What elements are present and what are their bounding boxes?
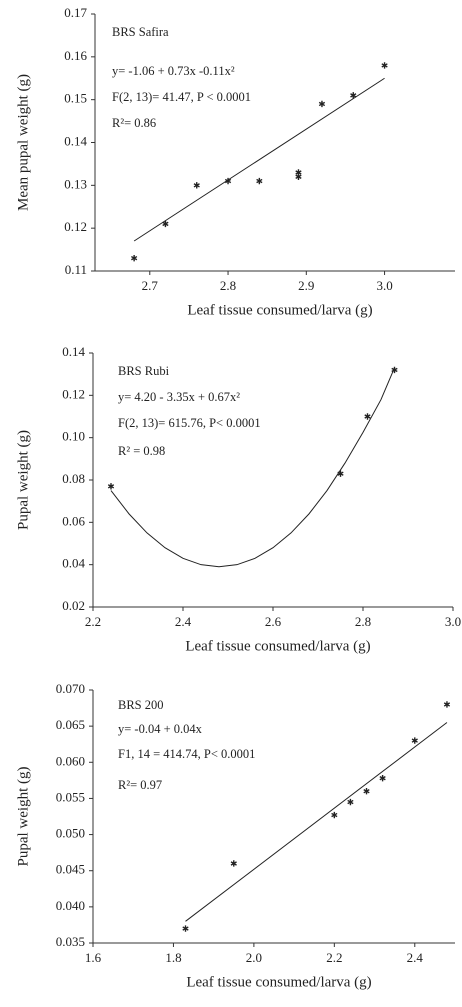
data-point [391, 366, 398, 374]
annotation: R²= 0.97 [118, 778, 162, 792]
data-point [379, 774, 386, 782]
annotation: R²= 0.86 [112, 116, 156, 130]
data-point [193, 182, 200, 189]
y-tick-label: 0.15 [64, 91, 87, 106]
data-point [363, 788, 370, 795]
y-tick-label: 0.055 [56, 789, 85, 804]
x-tick-label: 2.8 [220, 278, 236, 293]
x-tick-label: 3.0 [376, 278, 392, 293]
annotation: y= 4.20 - 3.35x + 0.67x² [118, 390, 240, 404]
data-point [347, 798, 354, 806]
x-tick-label: 2.2 [85, 614, 101, 629]
data-point [411, 737, 418, 744]
y-tick-label: 0.08 [62, 471, 85, 486]
y-tick-label: 0.02 [62, 598, 85, 613]
y-tick-label: 0.11 [65, 262, 87, 277]
data-point [331, 811, 338, 819]
y-tick-label: 0.16 [64, 48, 87, 63]
data-point [364, 413, 371, 420]
annotation: y= -1.06 + 0.73x -0.11x² [112, 64, 235, 78]
y-axis-title: Pupal weight (g) [15, 767, 31, 867]
x-tick-label: 2.6 [265, 614, 282, 629]
fit-line [110, 367, 395, 568]
y-tick-label: 0.040 [56, 898, 85, 913]
data-point [224, 177, 232, 185]
data-point [295, 173, 302, 180]
data-point [256, 177, 263, 185]
x-tick-label: 2.0 [246, 950, 262, 965]
x-tick-label: 2.7 [142, 278, 159, 293]
x-tick-label: 2.4 [175, 614, 192, 629]
data-point [318, 100, 326, 108]
x-tick-label: 2.8 [355, 614, 371, 629]
x-tick-label: 2.9 [298, 278, 314, 293]
y-tick-label: 0.050 [56, 826, 85, 841]
data-point [337, 470, 344, 477]
y-tick-label: 0.06 [62, 513, 85, 528]
data-point [443, 701, 451, 708]
y-tick-label: 0.12 [62, 386, 85, 401]
x-tick-label: 3.0 [445, 614, 461, 629]
fit-line [133, 77, 385, 242]
annotation: F(2, 13)= 615.76, P< 0.0001 [118, 416, 261, 430]
y-tick-label: 0.10 [62, 429, 85, 444]
y-tick-label: 0.14 [64, 133, 87, 148]
annotation: R² = 0.98 [118, 444, 165, 458]
annotation: BRS 200 [118, 698, 164, 712]
fit-line [185, 722, 448, 922]
annotation: F(2, 13)= 41.47, P < 0.0001 [112, 90, 251, 104]
data-point [350, 92, 357, 99]
x-tick-label: 2.4 [407, 950, 424, 965]
data-point [230, 860, 237, 867]
y-tick-label: 0.065 [56, 717, 85, 732]
y-axis-title: Mean pupal weight (g) [15, 74, 31, 211]
data-point [182, 925, 189, 932]
y-tick-label: 0.14 [62, 344, 85, 359]
y-tick-label: 0.12 [64, 219, 87, 234]
y-tick-label: 0.045 [56, 862, 85, 877]
y-tick-label: 0.060 [56, 753, 85, 768]
x-tick-label: 2.2 [326, 950, 342, 965]
data-point [107, 483, 115, 490]
x-axis-title: Leaf tissue consumed/larva (g) [186, 974, 371, 990]
annotation: y= -0.04 + 0.04x [118, 722, 203, 736]
y-tick-label: 0.13 [64, 176, 87, 191]
data-point [162, 220, 169, 228]
y-axis-title: Pupal weight (g) [15, 430, 31, 530]
x-axis-title: Leaf tissue consumed/larva (g) [187, 302, 372, 318]
annotation: BRS Safira [112, 25, 169, 39]
x-tick-label: 1.8 [165, 950, 181, 965]
data-point [381, 62, 388, 69]
data-point [131, 254, 138, 262]
x-axis-title: Leaf tissue consumed/larva (g) [185, 638, 370, 654]
x-tick-label: 1.6 [85, 950, 102, 965]
y-tick-label: 0.17 [64, 5, 87, 20]
y-tick-label: 0.070 [56, 681, 85, 696]
y-tick-label: 0.035 [56, 934, 85, 949]
annotation: BRS Rubi [118, 364, 170, 378]
annotation: F1, 14 = 414.74, P< 0.0001 [118, 747, 255, 761]
y-tick-label: 0.04 [62, 556, 85, 571]
